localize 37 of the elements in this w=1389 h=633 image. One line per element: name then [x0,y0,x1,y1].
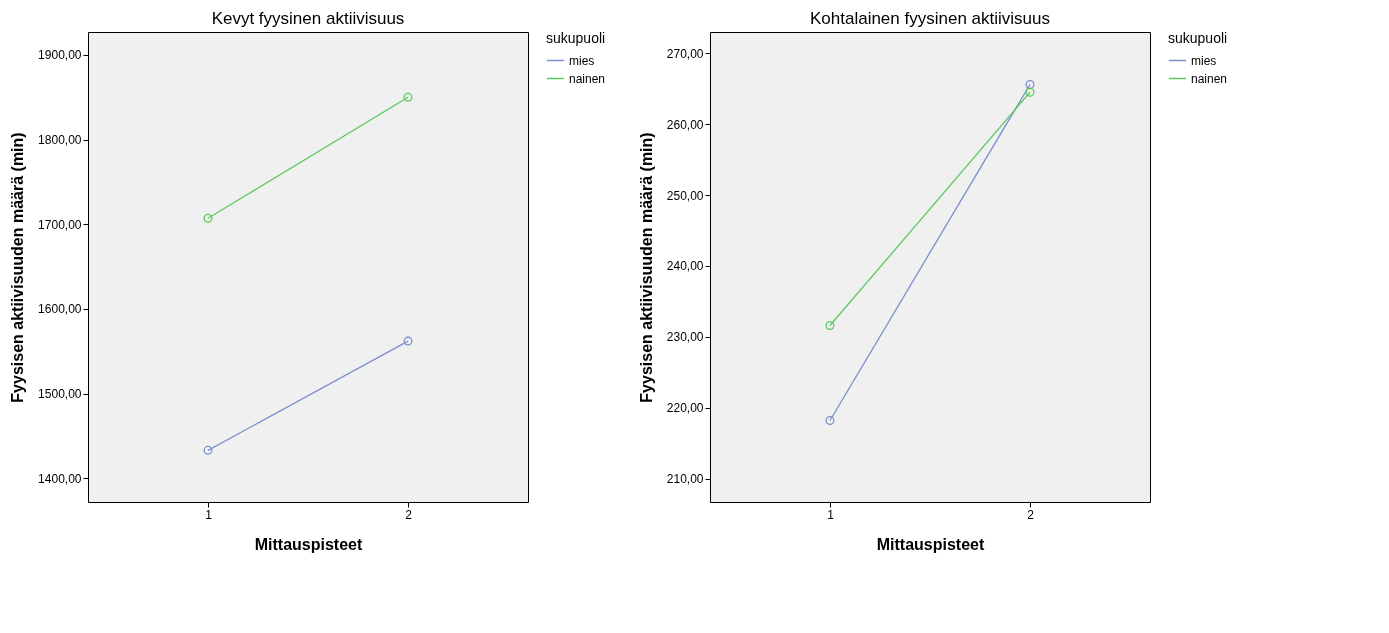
y-tick-label: 270,00 [666,46,704,61]
y-tick-label: 1900,00 [38,48,82,63]
x-axis-title: Mittauspisteet [876,535,985,553]
y-tick-label: 1400,00 [38,471,82,486]
legend-label: nainen [569,71,606,86]
point [1025,87,1035,97]
y-axis-title: Fyysisen aktiivisuuden määrä (min) [637,132,655,403]
x-tick-label: 1 [827,507,835,522]
y-tick-label: 230,00 [666,330,704,345]
legend-label: nainen [1191,71,1228,86]
y-tick-label: 1800,00 [38,133,82,148]
point [203,445,213,455]
point [825,320,835,330]
legend-label: mies [1191,53,1217,68]
y-tick-label: 220,00 [666,401,704,416]
y-tick-label: 240,00 [666,259,704,274]
legend-title: sukupuoli [1168,30,1228,46]
x-tick-label: 2 [1027,507,1035,522]
y-tick-label: 210,00 [666,472,704,487]
chart-title: Kohtalainen fyysinen aktiivisuus [809,9,1051,28]
y-tick-label: 1500,00 [38,387,82,402]
legend-title: sukupuoli [546,30,606,46]
point [825,415,835,425]
y-tick-label: 1700,00 [38,217,82,232]
x-axis-title: Mittauspisteet [254,535,363,553]
x-tick-label: 2 [405,507,413,522]
y-tick-label: 1600,00 [38,302,82,317]
x-tick-label: 1 [205,507,213,522]
y-tick-label: 260,00 [666,117,704,132]
point [203,213,213,223]
y-tick-label: 250,00 [666,188,704,203]
y-axis-title: Fyysisen aktiivisuuden määrä (min) [9,132,27,403]
point [403,336,413,346]
point [1025,79,1035,89]
point [403,92,413,102]
chart-title: Kevyt fyysinen aktiivisuus [211,9,405,28]
legend-label: mies [569,53,595,68]
